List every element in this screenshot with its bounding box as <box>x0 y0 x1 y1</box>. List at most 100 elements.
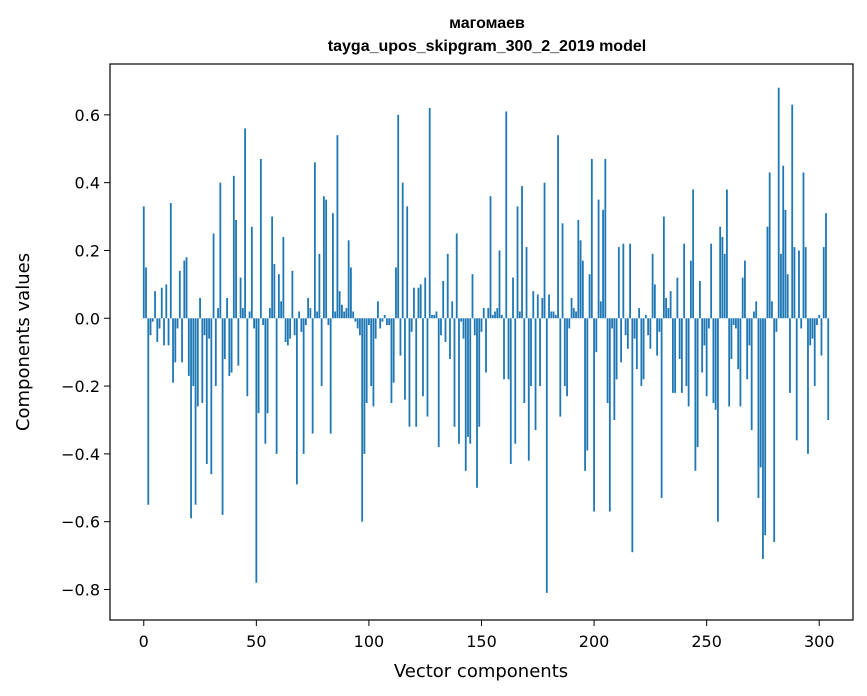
bar <box>338 291 341 319</box>
bar <box>768 172 771 319</box>
bar <box>604 158 607 319</box>
x-tick-label: 50 <box>246 632 266 651</box>
bar <box>543 182 546 319</box>
bar <box>293 318 296 336</box>
bar <box>705 318 708 397</box>
bar <box>624 318 627 336</box>
bar <box>597 199 600 319</box>
bar <box>401 182 404 319</box>
bar <box>545 318 548 593</box>
bar <box>620 318 622 363</box>
bar <box>455 233 458 319</box>
bar <box>613 318 616 420</box>
bar <box>174 318 177 363</box>
bar <box>665 297 668 319</box>
bar <box>766 226 769 319</box>
bar <box>521 186 523 319</box>
bar <box>647 318 650 336</box>
bar <box>408 318 411 427</box>
bar <box>777 87 780 319</box>
bar <box>793 247 796 319</box>
bar <box>329 318 332 434</box>
y-axis-label: Components values <box>13 253 34 431</box>
bar <box>714 318 717 410</box>
bar <box>548 294 550 319</box>
bar <box>460 318 463 322</box>
bar <box>437 318 440 448</box>
bar <box>487 308 490 319</box>
bar <box>219 182 222 319</box>
bar <box>536 294 539 319</box>
bar <box>741 277 744 319</box>
x-tick-label: 300 <box>804 632 835 651</box>
bar <box>629 243 631 319</box>
bar <box>406 206 409 319</box>
bar <box>440 318 442 336</box>
bar <box>505 111 508 319</box>
bar <box>699 280 701 319</box>
bar <box>397 114 400 319</box>
y-tick-label: 0.0 <box>75 309 100 328</box>
bar <box>527 318 530 461</box>
bar <box>685 318 688 387</box>
bar <box>183 260 186 319</box>
bar <box>327 318 330 326</box>
bar <box>347 240 350 319</box>
bar <box>241 308 244 319</box>
bar <box>595 318 598 353</box>
bar <box>566 318 568 397</box>
bar <box>606 318 609 404</box>
bar <box>762 318 764 559</box>
bar <box>298 311 301 319</box>
bar <box>644 314 647 319</box>
bar <box>593 318 595 512</box>
bar <box>561 223 564 319</box>
y-tick-label: 0.6 <box>75 106 100 125</box>
bar <box>203 318 206 336</box>
bar <box>361 318 364 522</box>
bar <box>442 280 445 319</box>
bar <box>791 104 794 319</box>
bar <box>464 318 467 471</box>
bar <box>744 260 746 319</box>
bar <box>660 318 663 498</box>
bar <box>453 318 456 427</box>
bar <box>692 189 695 319</box>
bar <box>176 318 179 329</box>
bar <box>615 318 618 380</box>
plot-frame <box>109 63 854 621</box>
bar <box>214 318 217 387</box>
bar <box>656 318 659 356</box>
bar <box>160 287 163 319</box>
bar <box>374 318 377 339</box>
bar <box>683 243 686 319</box>
bar <box>372 318 375 407</box>
chart-subtitle: tayga_upos_skipgram_300_2_2019 model <box>328 38 646 55</box>
bar <box>259 158 262 319</box>
bar <box>316 311 319 319</box>
bar <box>232 175 235 319</box>
bar <box>631 318 634 553</box>
bar <box>638 308 641 319</box>
bar <box>514 318 517 444</box>
bar <box>530 318 532 387</box>
bar <box>678 318 681 359</box>
bar <box>350 267 352 319</box>
bar <box>816 318 818 326</box>
bar <box>230 318 233 373</box>
bar <box>228 318 231 376</box>
bar <box>221 318 224 515</box>
x-tick-label: 0 <box>139 632 149 651</box>
bar <box>286 318 289 346</box>
bar <box>579 240 582 319</box>
bar <box>554 314 557 319</box>
x-tick-label: 200 <box>579 632 610 651</box>
bar <box>649 318 652 349</box>
bar <box>250 226 253 319</box>
bar <box>289 318 292 339</box>
bar <box>410 318 413 332</box>
bar <box>485 318 487 373</box>
bar <box>264 318 267 444</box>
bar <box>379 318 382 329</box>
